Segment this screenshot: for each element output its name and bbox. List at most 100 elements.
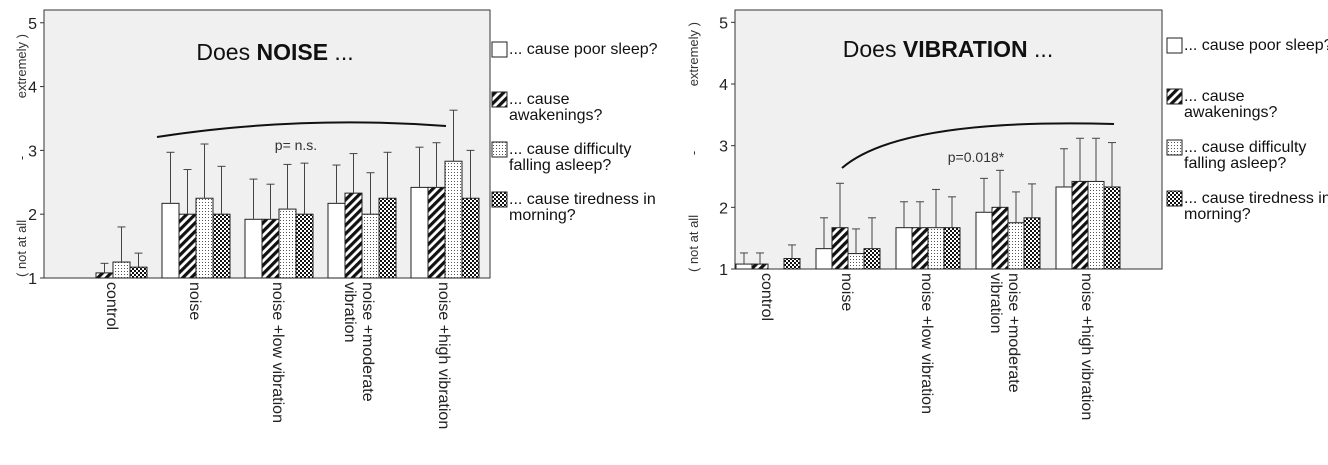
svg-text:noise: noise bbox=[186, 282, 203, 320]
legend: ... cause poor sleep? ... cause awakenings… bbox=[491, 41, 658, 224]
x-labels: control noise noise +low vibration noise +m… bbox=[103, 282, 452, 429]
bar bbox=[895, 227, 913, 270]
bar bbox=[327, 202, 346, 279]
bar bbox=[991, 206, 1009, 270]
legend-label: ... cause awakenings? bbox=[1184, 88, 1278, 121]
svg-text:noise +high vibration: noise +high vibration bbox=[1078, 273, 1095, 420]
svg-text:noise: noise bbox=[838, 273, 855, 311]
svg-text:noise +moderate: noise +moderate bbox=[1005, 273, 1022, 393]
y-axis-label-high: extremely ) bbox=[686, 22, 701, 86]
bar bbox=[1087, 180, 1105, 270]
y-ticks: 1 2 3 4 5 bbox=[719, 15, 735, 279]
legend-swatch bbox=[491, 91, 508, 108]
legend-label: ... cause tiredness in morning? bbox=[1184, 190, 1328, 223]
bar bbox=[261, 218, 280, 279]
y-tick-label: 4 bbox=[719, 77, 728, 94]
legend-label: ... cause poor sleep? bbox=[1184, 37, 1328, 54]
error-bars bbox=[100, 109, 475, 273]
bar bbox=[295, 213, 314, 279]
y-tick-label: 4 bbox=[28, 80, 37, 97]
bar bbox=[1023, 217, 1041, 270]
legend-swatch bbox=[491, 191, 508, 208]
bar bbox=[847, 253, 865, 270]
bar bbox=[444, 160, 463, 279]
legend-label: ... cause awakenings? bbox=[509, 91, 603, 124]
y-axis-label-low: ( not at all bbox=[686, 215, 701, 272]
legend-swatch bbox=[491, 41, 508, 58]
chart-noise: Does NOISE ... ( not at all - extremely … bbox=[14, 9, 658, 429]
y-tick-label: 3 bbox=[719, 139, 728, 156]
bar bbox=[361, 213, 380, 279]
bar bbox=[927, 227, 945, 270]
legend-swatch bbox=[1166, 37, 1183, 54]
y-tick-label: 2 bbox=[28, 207, 37, 224]
bar bbox=[244, 218, 263, 279]
y-tick-label: 5 bbox=[719, 15, 728, 32]
chart-title: Does NOISE ... bbox=[196, 39, 353, 65]
legend-label: ... cause tiredness in morning? bbox=[509, 191, 656, 224]
svg-text:control: control bbox=[103, 282, 120, 330]
bar bbox=[129, 266, 148, 279]
bar bbox=[911, 227, 929, 270]
y-axis-label-low: ( not at all bbox=[14, 220, 29, 277]
bar bbox=[751, 263, 769, 270]
p-value-annotation: p= n.s. bbox=[275, 137, 317, 153]
legend-swatch bbox=[1166, 139, 1183, 156]
legend-swatch bbox=[1166, 88, 1183, 105]
legend-label: ... cause difficulty falling asleep? bbox=[1184, 139, 1306, 172]
significance-arc bbox=[841, 122, 1115, 169]
legend-swatch bbox=[491, 141, 508, 158]
legend-swatch bbox=[1166, 190, 1183, 207]
svg-text:noise +low vibration: noise +low vibration bbox=[269, 282, 286, 423]
bar bbox=[863, 248, 881, 270]
svg-text:noise +low vibration: noise +low vibration bbox=[918, 273, 935, 414]
y-tick-label: 1 bbox=[719, 262, 728, 279]
y-tick-label: 1 bbox=[28, 271, 37, 288]
bar bbox=[831, 227, 849, 270]
y-axis-label-high: extremely ) bbox=[14, 34, 29, 98]
bar bbox=[212, 213, 231, 279]
x-tick-label: control bbox=[103, 282, 120, 330]
bar bbox=[410, 186, 429, 279]
y-axis-label-dash: - bbox=[686, 151, 701, 155]
y-tick-label: 3 bbox=[28, 143, 37, 160]
bar bbox=[1071, 180, 1089, 270]
bar bbox=[461, 197, 480, 279]
bar bbox=[1055, 186, 1073, 270]
bar bbox=[1007, 222, 1025, 270]
error-bars bbox=[740, 137, 1116, 265]
x-tick-label: noise +low vibration bbox=[918, 273, 935, 414]
bars bbox=[735, 180, 1121, 270]
p-value-annotation: p=0.018* bbox=[948, 149, 1005, 165]
svg-text:noise +high vibration: noise +high vibration bbox=[435, 282, 452, 429]
y-ticks: 1 2 3 4 5 bbox=[28, 16, 44, 288]
bar bbox=[112, 261, 131, 279]
x-tick-label: noise bbox=[838, 273, 855, 311]
legend: ... cause poor sleep? ... cause awakenings… bbox=[1166, 37, 1328, 223]
x-tick-label: noise +low vibration bbox=[269, 282, 286, 423]
bar bbox=[161, 202, 180, 279]
bar bbox=[378, 197, 397, 279]
x-labels: control noise noise +low vibration noise +m… bbox=[758, 273, 1095, 420]
bar bbox=[427, 186, 446, 279]
legend-label: ... cause poor sleep? bbox=[509, 41, 658, 58]
bar bbox=[783, 258, 801, 270]
x-tick-label: noise bbox=[186, 282, 203, 320]
y-tick-label: 2 bbox=[719, 200, 728, 217]
svg-text:vibration: vibration bbox=[987, 273, 1004, 333]
svg-text:control: control bbox=[758, 273, 775, 321]
chart-title: Does VIBRATION ... bbox=[843, 36, 1053, 62]
bar bbox=[975, 211, 993, 270]
bar bbox=[278, 208, 297, 279]
bar bbox=[735, 263, 753, 270]
svg-text:vibration: vibration bbox=[341, 282, 358, 342]
x-tick-label: control bbox=[758, 273, 775, 321]
legend-label: ... cause difficulty falling asleep? bbox=[509, 141, 631, 174]
x-tick-label: noise +high vibration bbox=[435, 282, 452, 429]
x-tick-label: noise +high vibration bbox=[1078, 273, 1095, 420]
chart-vibration: Does VIBRATION ... ( not at all - extrem… bbox=[686, 9, 1328, 420]
bar bbox=[344, 192, 363, 279]
bar bbox=[95, 272, 114, 279]
